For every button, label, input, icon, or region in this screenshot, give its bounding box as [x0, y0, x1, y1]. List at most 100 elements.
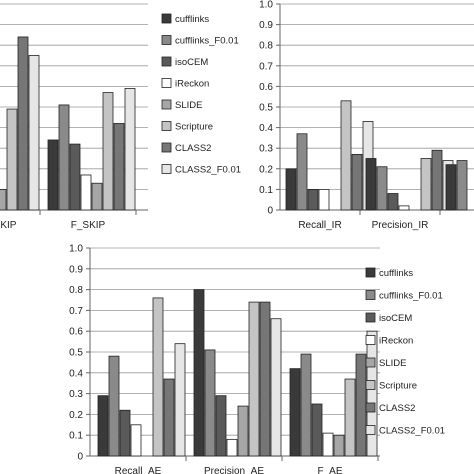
legend-label: SLIDE [379, 358, 406, 369]
legend-label: isoCEM [175, 57, 208, 68]
legend-label: CLASS2 [175, 143, 211, 154]
bar [318, 188, 330, 211]
bar [174, 343, 186, 457]
y-tick-label: 1.0 [259, 0, 273, 11]
legend-label: cufflinks [379, 268, 413, 279]
bar [366, 330, 378, 457]
legend-label: isoCEM [379, 313, 412, 324]
bar [130, 424, 142, 457]
bar [270, 318, 282, 457]
bar [307, 188, 319, 211]
category-label: Precision_IR [372, 220, 429, 231]
bar [296, 133, 308, 211]
category-label: F_SKIP [71, 220, 106, 231]
y-tick-label: 0.5 [69, 348, 83, 359]
legend-swatch [161, 99, 172, 110]
legend-label: iReckon [175, 79, 209, 90]
bar [420, 158, 432, 211]
legend-swatch [365, 335, 376, 345]
y-tick-label: 0.8 [259, 41, 273, 52]
legend-label: CLASS2_F0.01 [175, 165, 241, 176]
bar [91, 182, 103, 211]
y-tick-label: 0 [77, 452, 83, 463]
bar [344, 378, 356, 457]
bar [97, 395, 109, 457]
y-tick-label: 0 [267, 206, 273, 217]
legend-swatch [161, 121, 172, 131]
bar [152, 297, 164, 457]
legend-swatch [365, 290, 376, 300]
legend-swatch [161, 13, 172, 24]
bar [237, 405, 249, 457]
legend-swatch [365, 357, 376, 368]
y-tick-label: 0.7 [259, 61, 273, 72]
legend-label: cufflinks_F0.01 [175, 36, 239, 47]
bar [119, 409, 131, 457]
bar [124, 88, 136, 211]
legend-label: CLASS2_F0.01 [379, 426, 445, 437]
y-tick-label: 0.6 [259, 82, 273, 93]
legend-swatch [365, 312, 376, 323]
legend-swatch [161, 78, 172, 88]
bar [6, 108, 18, 211]
bar [398, 205, 410, 211]
bar [445, 164, 457, 211]
bar [456, 160, 468, 211]
bar [17, 36, 29, 211]
y-tick-label: 0.3 [259, 144, 273, 155]
y-tick-label: 0.5 [259, 103, 273, 114]
bar [204, 349, 216, 457]
legend-label: cufflinks [175, 14, 209, 25]
legend-swatch [365, 402, 376, 413]
y-tick-label: 0.7 [69, 306, 83, 317]
bar [163, 378, 175, 457]
category-label: F_AE [317, 466, 342, 474]
bar [80, 174, 92, 211]
bar [340, 100, 352, 211]
bar [355, 353, 367, 457]
bar [322, 432, 334, 457]
bar [215, 395, 227, 457]
category-label: Recall_IR [298, 220, 341, 231]
bar [28, 55, 40, 211]
legend-swatch [161, 35, 172, 45]
bar [102, 92, 114, 211]
bar [351, 153, 363, 211]
bar [365, 158, 377, 211]
bar [0, 188, 7, 211]
legend-swatch [365, 425, 376, 435]
y-tick-label: 0.4 [69, 368, 83, 379]
y-tick-label: 0.1 [69, 431, 83, 442]
bar [248, 301, 260, 457]
bar [113, 123, 125, 211]
category-label: Precision_AE [204, 466, 264, 474]
category-label: ision_SKIP [0, 220, 17, 231]
y-tick-label: 0.3 [69, 389, 83, 400]
y-tick-label: 0.2 [259, 164, 273, 175]
bar [387, 193, 399, 211]
y-tick-label: 0.1 [259, 185, 273, 196]
bar [108, 355, 120, 457]
bar [333, 434, 345, 457]
legend-swatch [161, 142, 172, 153]
legend-label: cufflinks_F0.01 [379, 291, 443, 302]
bar [311, 403, 323, 457]
bar [376, 166, 388, 211]
legend-swatch [365, 380, 376, 390]
legend-swatch [161, 56, 172, 67]
legend-label: iReckon [379, 336, 413, 347]
bar [69, 143, 81, 211]
bar [285, 168, 297, 211]
y-tick-label: 0.6 [69, 327, 83, 338]
bar [58, 104, 70, 211]
y-tick-label: 0.8 [69, 285, 83, 296]
legend-swatch [161, 164, 172, 174]
legend-label: SLIDE [175, 100, 202, 111]
bar [47, 139, 59, 211]
bar [300, 353, 312, 457]
y-tick-label: 0.4 [259, 123, 273, 134]
y-tick-label: 0.9 [69, 264, 83, 275]
bar [259, 301, 271, 457]
bar [431, 149, 443, 211]
